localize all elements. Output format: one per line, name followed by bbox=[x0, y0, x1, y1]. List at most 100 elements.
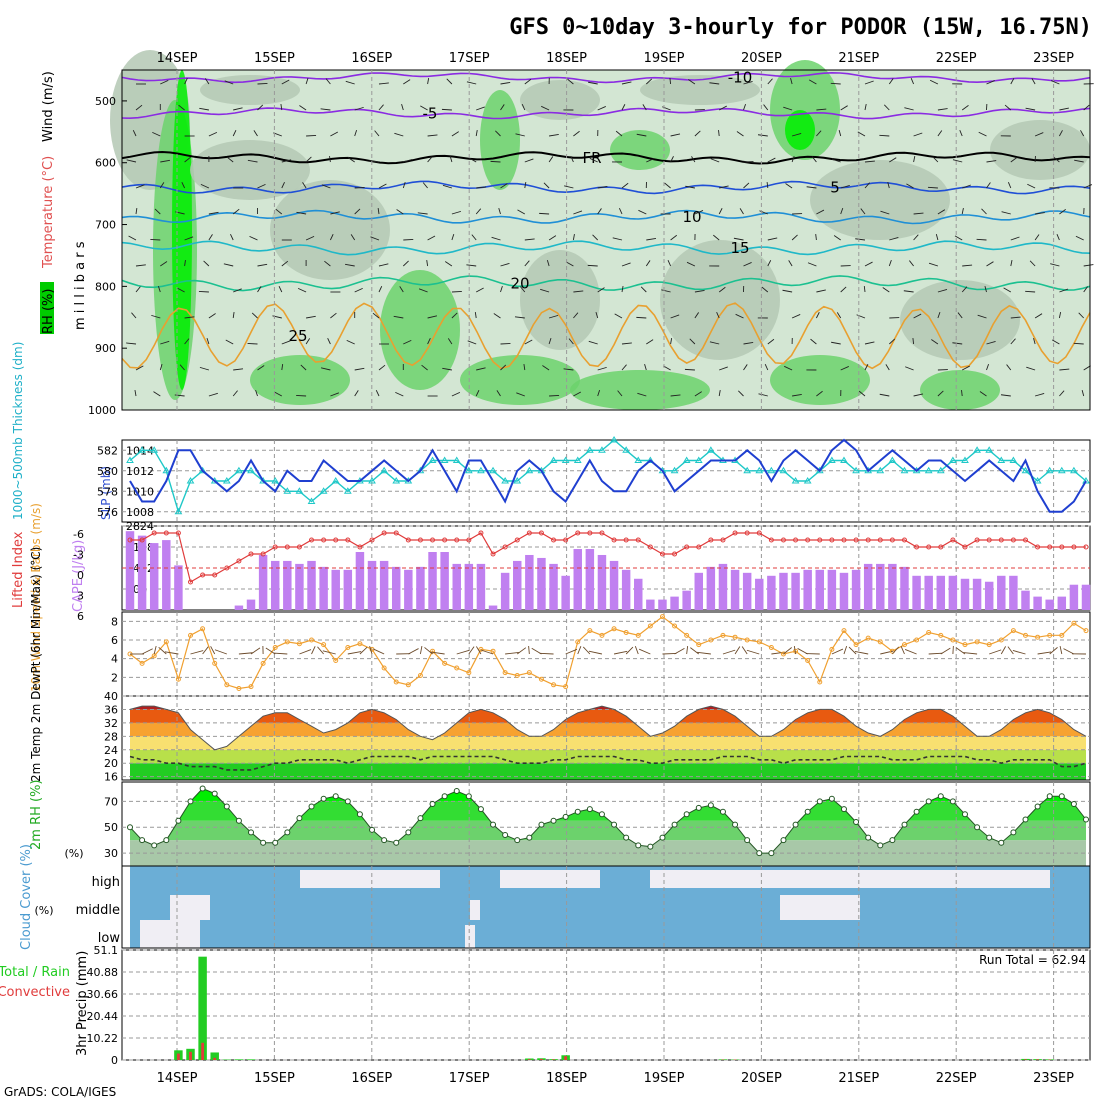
wind-barb bbox=[791, 234, 798, 241]
wind-speed-point bbox=[575, 639, 581, 645]
rh-point bbox=[429, 800, 436, 807]
wind-barb bbox=[350, 234, 356, 241]
wind-speed-point bbox=[732, 634, 738, 640]
wind-barb bbox=[128, 235, 137, 241]
wind-barb bbox=[597, 106, 606, 111]
wind-barb bbox=[743, 103, 747, 111]
wind-barb bbox=[661, 289, 671, 293]
wind-barb bbox=[642, 104, 647, 111]
wind-barb bbox=[928, 262, 939, 267]
cape-bar bbox=[706, 566, 716, 610]
wind-speed-point bbox=[381, 665, 387, 671]
wind-speed-point bbox=[962, 642, 968, 648]
lifted-index-point bbox=[720, 537, 726, 543]
cloud-gap bbox=[170, 895, 210, 920]
lifted-index-point bbox=[417, 537, 423, 543]
lifted-index-point bbox=[272, 544, 278, 550]
lifted-index-point bbox=[708, 537, 714, 543]
lifted-index-point bbox=[369, 537, 375, 543]
wind-barb bbox=[1010, 338, 1016, 345]
wind-speed-point bbox=[599, 632, 605, 638]
surface-wind-barb bbox=[1037, 651, 1052, 655]
wind-barb bbox=[548, 337, 552, 345]
wind-barb bbox=[621, 104, 626, 111]
wind-barb bbox=[354, 129, 358, 137]
precip-tick-label: 0 bbox=[111, 1054, 118, 1067]
isotherm-label: 25 bbox=[288, 327, 307, 345]
surface-wind-barb bbox=[797, 648, 808, 655]
thickness-point bbox=[598, 446, 606, 453]
surface-wind-barb bbox=[480, 649, 494, 655]
bottom-date-label: 21SEP bbox=[838, 1071, 879, 1086]
lifted-index-point bbox=[587, 530, 593, 536]
wind-barb bbox=[320, 108, 331, 111]
wind-barb bbox=[159, 182, 165, 189]
wind-barb bbox=[320, 367, 331, 371]
bottom-date-label: 20SEP bbox=[741, 1071, 782, 1086]
wind-barb bbox=[1029, 260, 1036, 267]
wind-barb bbox=[614, 313, 623, 319]
cape-bar bbox=[367, 560, 377, 610]
wind-barb bbox=[1083, 286, 1088, 293]
wind-barb bbox=[226, 156, 234, 163]
rh-region bbox=[480, 90, 520, 190]
wind-barb bbox=[1059, 208, 1066, 215]
lifted-index-point bbox=[139, 537, 145, 543]
wind-speed-point bbox=[1083, 628, 1089, 634]
thickness-point bbox=[1009, 456, 1018, 463]
wind-barb bbox=[369, 160, 380, 163]
wind-barb bbox=[132, 130, 137, 137]
thickness-point bbox=[876, 466, 885, 474]
wind-speed-point bbox=[1035, 634, 1041, 640]
wind-barb bbox=[976, 238, 987, 241]
thickness-point bbox=[1021, 466, 1030, 474]
wind-barb bbox=[888, 338, 896, 345]
wind-speed-point bbox=[1010, 628, 1016, 634]
wind-barb bbox=[986, 182, 991, 189]
wind-barb bbox=[906, 183, 914, 189]
wind-barb bbox=[135, 184, 145, 189]
wind-barb bbox=[126, 159, 137, 163]
temp-band bbox=[130, 722, 1086, 737]
precip-tick-label: 51.1 bbox=[94, 944, 119, 957]
wind-barb bbox=[961, 365, 970, 371]
temp-tick-label: 40 bbox=[104, 690, 118, 703]
wind-barb bbox=[184, 316, 195, 319]
cape-bar bbox=[755, 578, 764, 610]
cape-bar bbox=[525, 554, 534, 610]
rh-point bbox=[1046, 793, 1053, 800]
wind-barb bbox=[978, 131, 987, 137]
wind-barb bbox=[305, 156, 312, 163]
rh-point bbox=[865, 834, 872, 841]
wind-barb bbox=[912, 337, 915, 345]
surface-wind-barb bbox=[539, 652, 554, 655]
wind-barb bbox=[931, 339, 939, 345]
wind-barb bbox=[767, 78, 773, 85]
wind-barb bbox=[815, 233, 817, 241]
wind-barb bbox=[378, 263, 389, 267]
wind-barb bbox=[225, 339, 234, 345]
lifted-index-point bbox=[756, 530, 762, 536]
cape-bar bbox=[537, 557, 546, 610]
wind-barb bbox=[952, 159, 963, 163]
rh-point bbox=[502, 831, 509, 838]
rh-tick-label: 50 bbox=[104, 821, 118, 834]
rh-point bbox=[356, 811, 363, 818]
rh-unit-label: (%) bbox=[64, 847, 83, 860]
wind-speed-point bbox=[647, 623, 653, 629]
wind-barb bbox=[232, 390, 238, 397]
rh-point bbox=[441, 793, 448, 800]
bottom-date-label: 14SEP bbox=[157, 1071, 198, 1086]
surface-wind-barb bbox=[1007, 646, 1014, 655]
surface-wind-barb bbox=[210, 646, 216, 655]
wind-barb bbox=[451, 131, 459, 137]
li-tick-label: 3 bbox=[77, 590, 84, 603]
cape-bar bbox=[924, 575, 933, 610]
rh-region bbox=[610, 130, 670, 170]
thickness-point bbox=[247, 466, 255, 474]
wind-barb bbox=[927, 186, 938, 189]
rh-point bbox=[296, 815, 303, 822]
wind-barb bbox=[157, 285, 161, 293]
wind-barb bbox=[476, 106, 485, 111]
surface-wind-barb bbox=[408, 648, 419, 655]
